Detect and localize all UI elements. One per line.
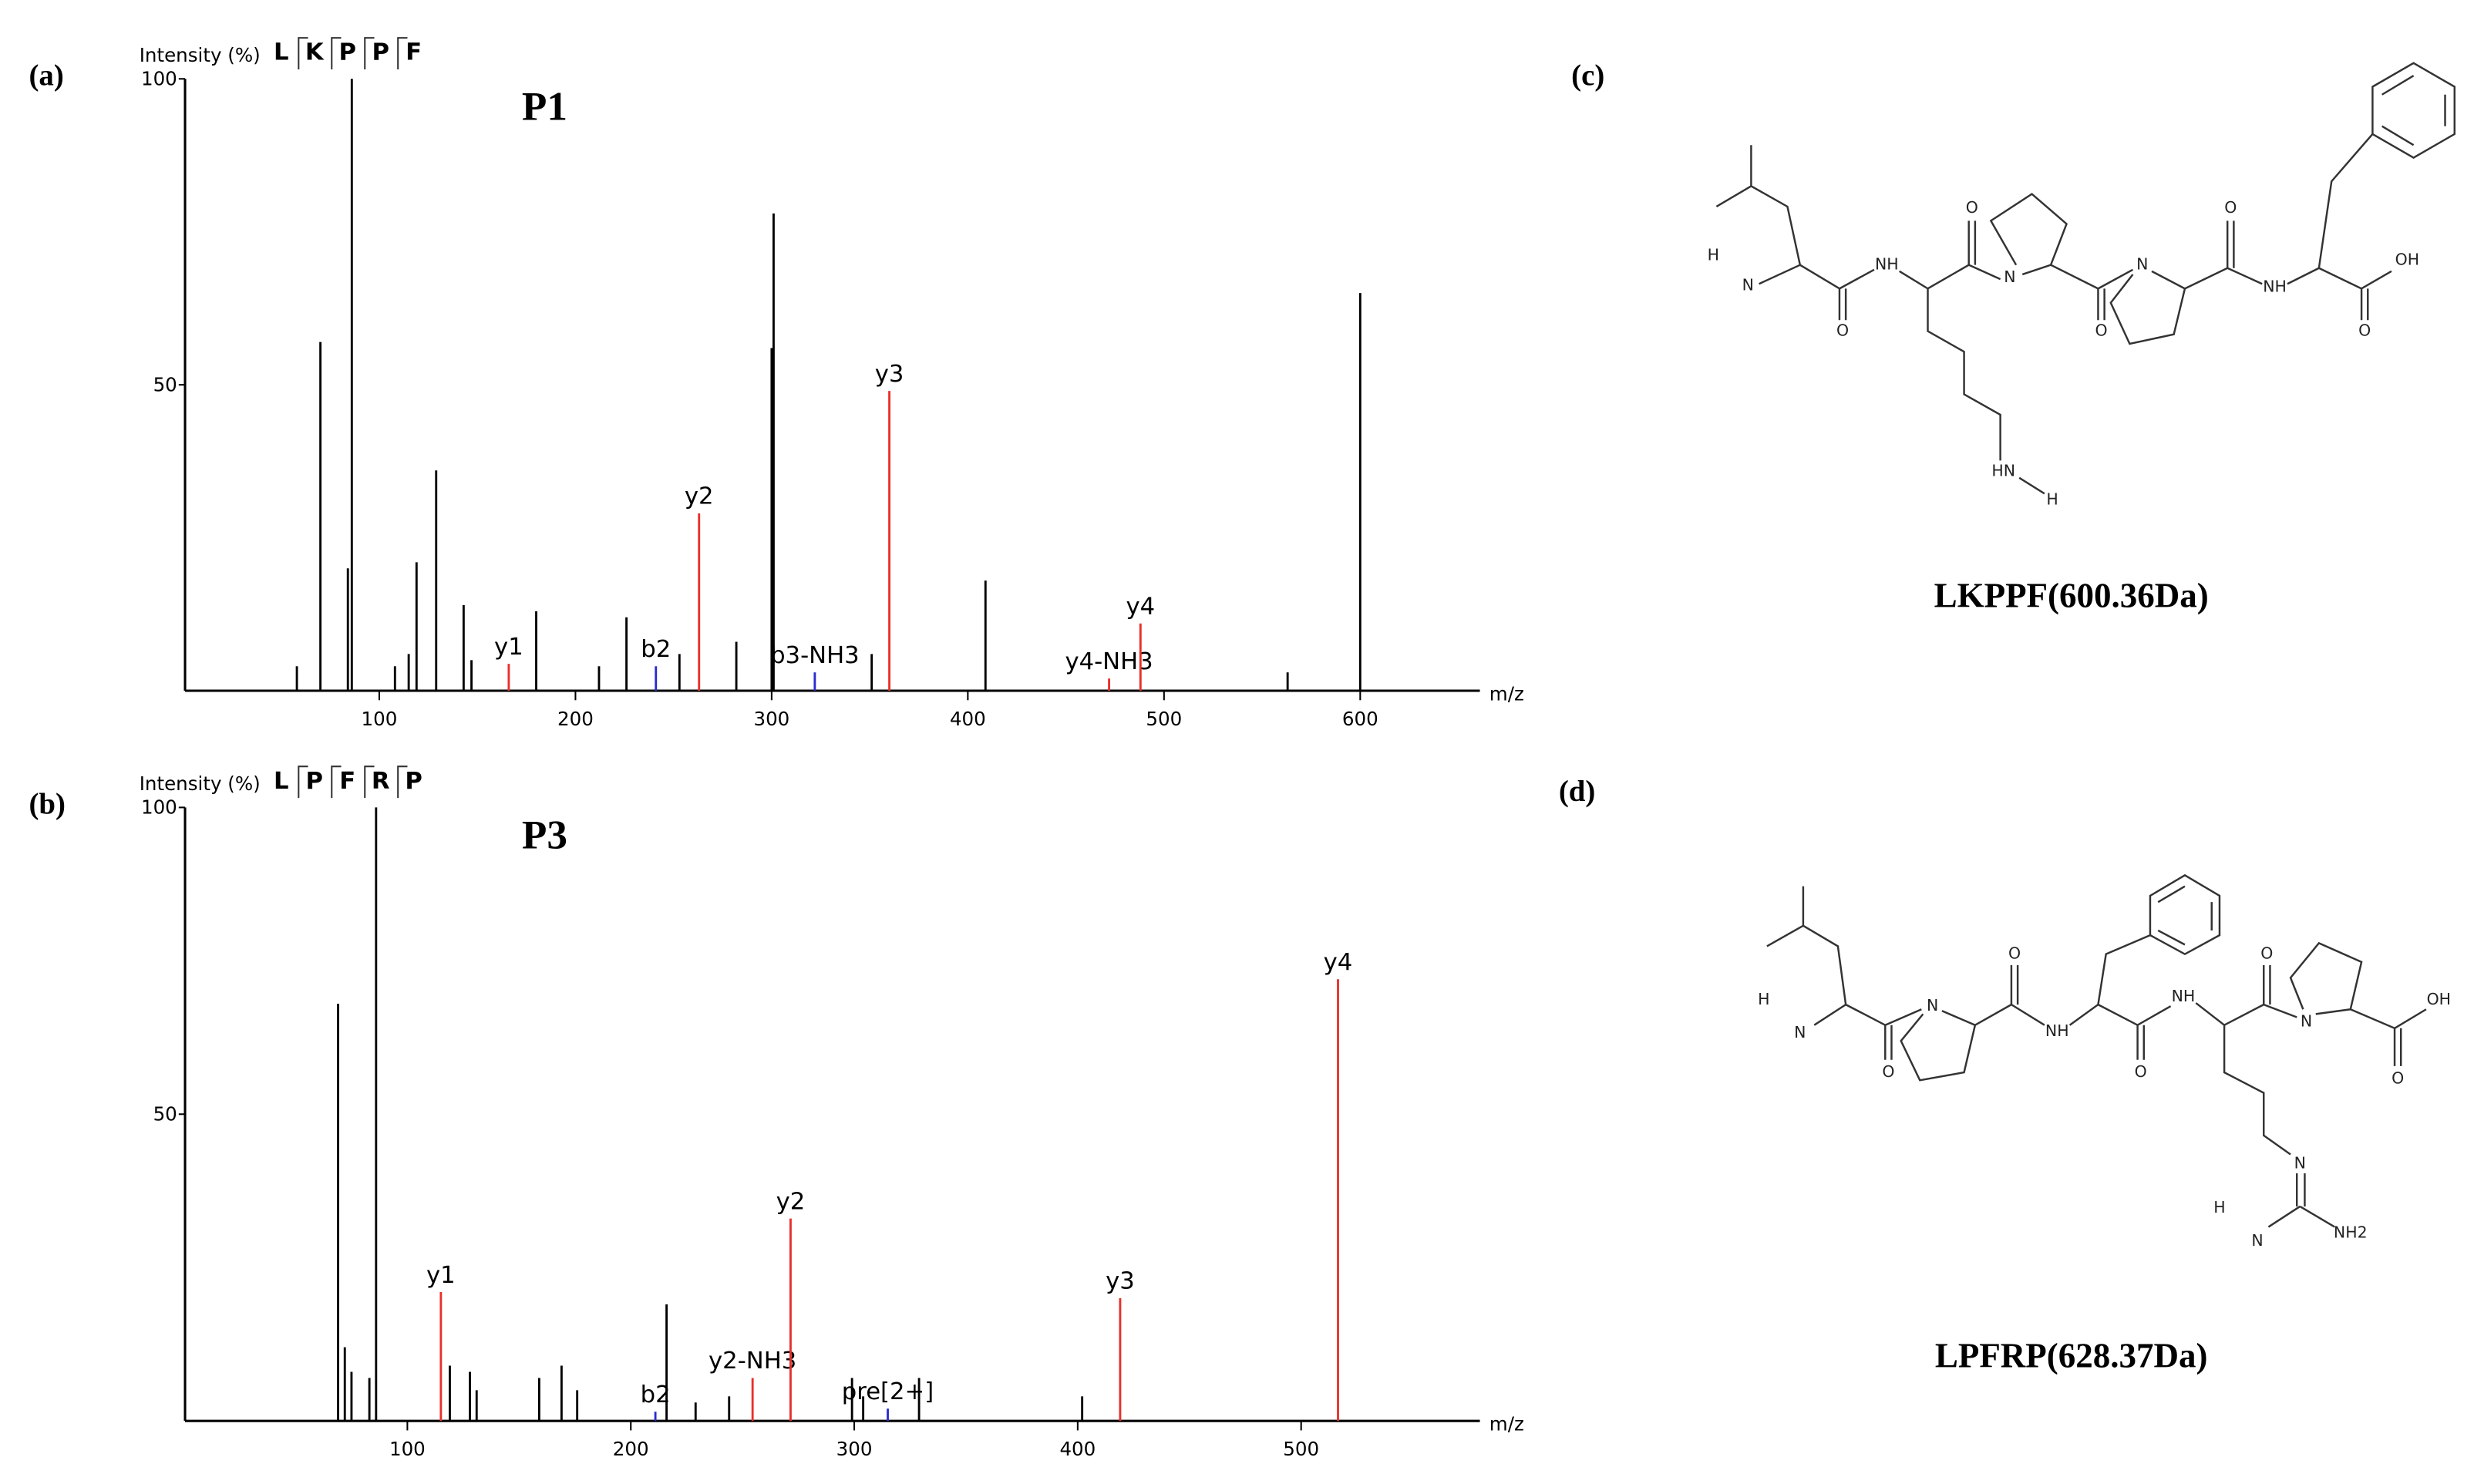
- panel-label: (d): [1559, 775, 1595, 808]
- atom: H: [2213, 1198, 2225, 1216]
- atom: NH: [2172, 987, 2196, 1005]
- x-tick-label: 100: [389, 1438, 426, 1460]
- atom: N: [2294, 1154, 2306, 1173]
- bonds: [1766, 873, 2427, 1228]
- atom: O: [2392, 1068, 2404, 1087]
- ion-label: y1: [426, 1262, 456, 1289]
- ion-label: y3: [1106, 1268, 1135, 1295]
- sequence-residue: P: [405, 768, 422, 795]
- atom: O: [1966, 198, 1978, 217]
- atom: N: [2251, 1231, 2263, 1250]
- sequence-residue: P: [306, 768, 323, 795]
- x-tick-label: 200: [557, 708, 594, 730]
- atom-labels: H N O NH O N O N O NH OH O HN H: [1708, 198, 2420, 508]
- atom: OH: [2427, 990, 2451, 1008]
- ion-label: y4: [1126, 593, 1155, 620]
- structure-caption: LPFRP(628.37Da): [1935, 1337, 2208, 1375]
- sequence-residue: F: [406, 39, 422, 66]
- ion-label: b2: [641, 1381, 671, 1408]
- fragment-mark: [331, 766, 342, 799]
- fragment-mark: [298, 766, 308, 799]
- panel-label: (a): [29, 59, 63, 92]
- atom: N: [2301, 1012, 2312, 1031]
- atom: N: [2004, 268, 2015, 286]
- x-axis-label: m/z: [1489, 1412, 1524, 1435]
- ion-label: y4-NH3: [1065, 648, 1153, 675]
- ion-label: b2: [641, 636, 671, 663]
- fragment-mark: [397, 37, 408, 70]
- ion-label: y2: [776, 1188, 806, 1215]
- bonds: [1715, 62, 2456, 495]
- sequence-residue: P: [338, 39, 355, 66]
- x-tick-label: 500: [1283, 1438, 1319, 1460]
- x-tick-label: 400: [1059, 1438, 1096, 1460]
- x-tick-label: 300: [753, 708, 789, 730]
- atom: NH: [1875, 255, 1899, 274]
- structure-caption: LKPPF(600.36Da): [1934, 577, 2209, 615]
- chart-title: P1: [522, 83, 567, 129]
- ion-label: y2-NH3: [709, 1348, 796, 1375]
- x-tick-label: 200: [613, 1438, 649, 1460]
- ion-label: b3-NH3: [770, 642, 860, 669]
- atom: O: [2008, 944, 2021, 963]
- y-tick-label: 100: [141, 796, 177, 819]
- x-tick-label: 100: [362, 708, 398, 730]
- fragment-mark: [364, 766, 375, 799]
- atom: O: [1836, 321, 1849, 340]
- sequence-residue: R: [372, 768, 390, 795]
- ion-label: y1: [494, 634, 523, 661]
- y-tick-label: 50: [153, 1102, 177, 1125]
- atom: NH2: [2334, 1223, 2368, 1242]
- chart-title: P3: [522, 813, 567, 858]
- atom: N: [1794, 1023, 1806, 1041]
- y-tick-label: 100: [141, 67, 177, 89]
- atom: H: [1758, 990, 1769, 1008]
- sequence-residue: P: [372, 39, 389, 66]
- ion-label: pre[2+]: [842, 1378, 934, 1405]
- atom: O: [2135, 1062, 2147, 1081]
- panel-label: (b): [29, 788, 66, 821]
- sequence-residue: K: [305, 39, 325, 66]
- x-tick-label: 600: [1342, 708, 1378, 730]
- panel-label: (c): [1571, 59, 1604, 92]
- ion-label: y4: [1324, 949, 1353, 976]
- ion-label: y2: [685, 483, 714, 510]
- atom: O: [2095, 321, 2107, 340]
- atom: N: [2136, 255, 2148, 274]
- y-axis-label: Intensity (%): [140, 772, 261, 795]
- atom: N: [1927, 996, 1938, 1015]
- atom: H: [2046, 490, 2058, 508]
- atom: H: [1708, 245, 1719, 264]
- sequence-residue: L: [274, 39, 289, 66]
- atom: NH: [2045, 1021, 2069, 1040]
- y-axis-label: Intensity (%): [140, 44, 261, 66]
- fragment-mark: [331, 37, 342, 70]
- atom: OH: [2395, 251, 2419, 269]
- fragment-mark: [364, 37, 375, 70]
- atom: O: [2224, 198, 2237, 217]
- y-tick-label: 50: [153, 373, 177, 395]
- atom: HN: [1991, 462, 2015, 480]
- sequence-residue: F: [339, 768, 355, 795]
- ion-label: y3: [875, 361, 904, 388]
- x-tick-label: 500: [1146, 708, 1182, 730]
- atom-labels: H N O N O NH O NH O N OH O N H N NH2: [1758, 944, 2451, 1250]
- x-tick-label: 400: [950, 708, 986, 730]
- sequence-residue: L: [274, 768, 289, 795]
- fragment-mark: [397, 766, 408, 799]
- x-axis-label: m/z: [1489, 682, 1524, 705]
- atom: O: [2260, 944, 2273, 963]
- x-tick-label: 300: [836, 1438, 873, 1460]
- fragment-mark: [298, 37, 308, 70]
- atom: O: [1882, 1062, 1894, 1081]
- atom: N: [1742, 275, 1754, 294]
- atom: O: [2358, 321, 2371, 340]
- atom: NH: [2263, 277, 2287, 295]
